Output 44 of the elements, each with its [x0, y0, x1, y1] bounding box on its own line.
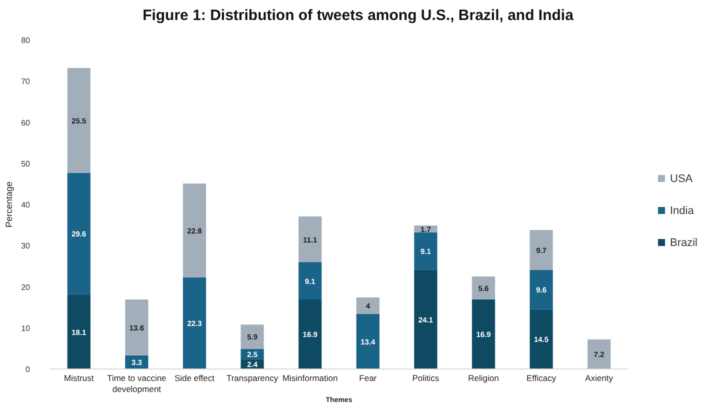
y-tick-label: 10 — [21, 324, 31, 333]
bar — [67, 172, 90, 295]
bar — [530, 309, 553, 369]
y-tick-label: 50 — [21, 159, 31, 168]
bar — [414, 232, 438, 270]
y-tick-label: 40 — [21, 200, 31, 210]
bar — [298, 300, 322, 369]
bar — [356, 297, 380, 314]
y-tick-label: 80 — [21, 36, 31, 45]
y-tick-label: 30 — [21, 242, 31, 251]
bar — [298, 216, 322, 262]
bar — [182, 277, 206, 369]
legend-label: USA — [670, 173, 694, 185]
bar — [182, 184, 206, 278]
x-tick-label: Mistrust — [64, 373, 94, 383]
y-tick-label: 0 — [26, 365, 31, 374]
y-tick-label: 60 — [21, 118, 31, 128]
bar — [472, 276, 496, 300]
bar — [67, 294, 90, 369]
x-tick-label: Efficacy — [526, 373, 557, 383]
x-tick-label: Side effect — [174, 373, 216, 383]
y-axis-title: Percentage — [4, 181, 14, 228]
x-tick-label: Misinformation — [282, 373, 338, 383]
y-tick-label: 70 — [21, 77, 31, 86]
bar — [414, 270, 438, 369]
bar — [530, 270, 553, 310]
x-tick-label: Fear — [359, 373, 377, 383]
bar — [240, 324, 264, 349]
x-tick-label: Time to vaccine development — [107, 373, 167, 394]
y-tick-label: 20 — [21, 282, 31, 292]
chart-title: Figure 1: Distribution of tweets among U.S., Brazil, and India — [142, 7, 574, 24]
bar — [588, 339, 611, 369]
bar — [125, 300, 148, 356]
x-tick-label: Axienty — [585, 373, 614, 383]
bar — [356, 314, 380, 369]
bar — [530, 230, 553, 270]
x-tick-label: Religion — [468, 373, 500, 383]
x-tick-label: Politics — [412, 373, 440, 383]
x-tick-label: Transparency — [226, 373, 279, 383]
bar — [67, 68, 90, 173]
bar — [298, 262, 322, 300]
legend-label: Brazil — [670, 237, 698, 249]
bar — [472, 300, 496, 369]
legend-label: India — [670, 205, 695, 217]
